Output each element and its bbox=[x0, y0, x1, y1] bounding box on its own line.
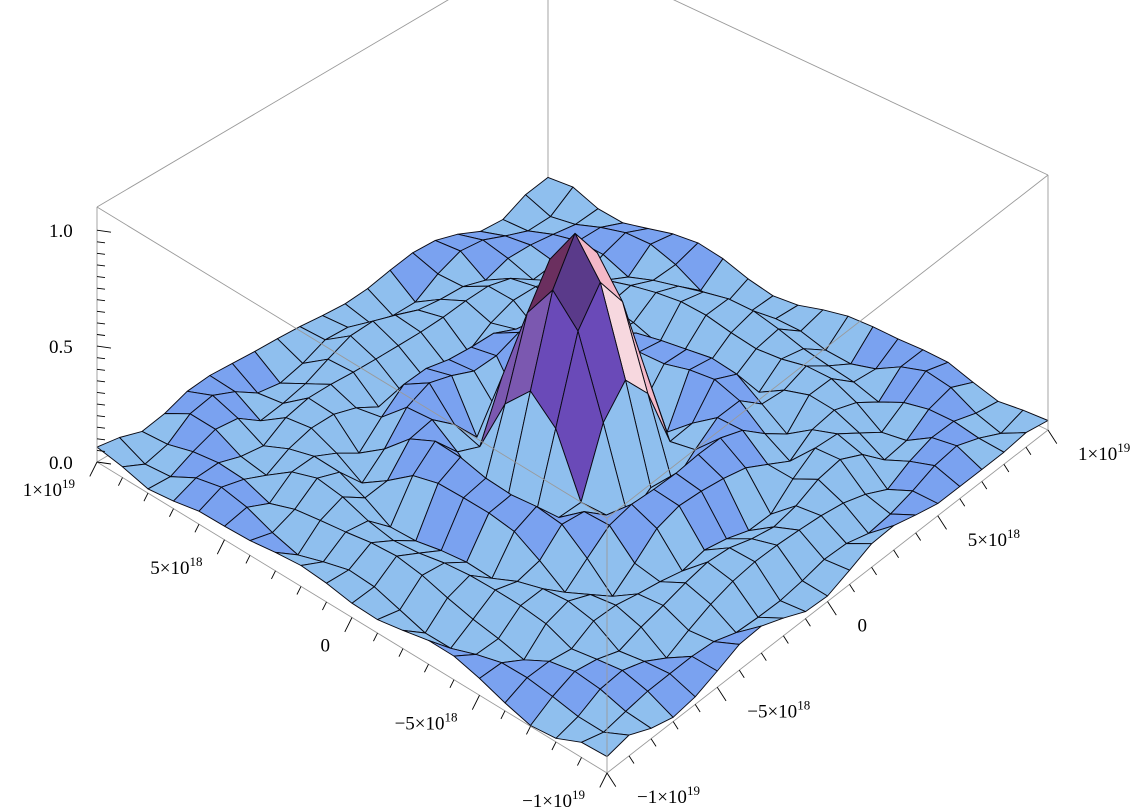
z-tick bbox=[96, 276, 106, 278]
left-axis-tick bbox=[118, 477, 123, 486]
right-axis-tick bbox=[1047, 429, 1058, 444]
right-axis-tick bbox=[606, 772, 617, 787]
right-axis-tick bbox=[783, 635, 789, 644]
left-axis-tick bbox=[577, 757, 582, 766]
z-tick-label: 0.5 bbox=[49, 337, 73, 358]
z-tick bbox=[96, 299, 106, 302]
left-axis-tick bbox=[526, 726, 531, 735]
box-front-edge bbox=[96, 206, 608, 519]
right-axis-tick-label: 5×1018 bbox=[968, 526, 1020, 551]
left-axis-tick bbox=[398, 648, 404, 657]
z-tick bbox=[96, 229, 112, 233]
left-axis-tick bbox=[449, 679, 455, 689]
z-tick bbox=[96, 322, 106, 325]
left-axis-tick bbox=[471, 695, 480, 710]
box-back-edge bbox=[673, 0, 1049, 176]
left-axis-tick bbox=[500, 710, 506, 720]
left-axis-tick bbox=[169, 508, 174, 517]
z-tick bbox=[96, 345, 112, 349]
left-axis-tick-label: 0 bbox=[321, 636, 331, 657]
right-axis-tick bbox=[871, 566, 877, 576]
left-axis-tick-label: −1×1019 bbox=[522, 787, 585, 807]
right-axis-tick bbox=[915, 532, 922, 541]
left-axis-tick bbox=[296, 586, 302, 595]
box-front-edge bbox=[606, 174, 1049, 519]
right-axis-tick bbox=[716, 687, 727, 702]
z-tick bbox=[96, 380, 106, 383]
right-axis-tick bbox=[849, 584, 855, 593]
left-axis-tick-label: 1×1019 bbox=[23, 476, 75, 501]
z-tick bbox=[96, 287, 106, 290]
left-axis-tick bbox=[245, 555, 251, 564]
left-axis-tick bbox=[194, 523, 200, 533]
z-tick-label: 0.0 bbox=[49, 453, 73, 474]
right-axis-tick-label: 0 bbox=[858, 616, 868, 637]
z-tick bbox=[96, 252, 106, 255]
z-tick bbox=[96, 368, 106, 371]
left-axis-tick bbox=[271, 570, 276, 580]
box-back-edge bbox=[96, 0, 449, 208]
axis-tick-labels: 0.0 0.5 1.0 1×1019 5×1018 0 −5×1018 −1×1019 1×10… bbox=[23, 221, 1130, 807]
left-axis-tick bbox=[89, 461, 98, 477]
z-tick bbox=[96, 334, 106, 336]
left-axis-tick bbox=[143, 492, 149, 502]
z-tick bbox=[96, 438, 106, 441]
left-axis-tick bbox=[373, 632, 378, 642]
right-axis-tick-label: −1×1019 bbox=[637, 783, 700, 807]
left-axis-tick bbox=[344, 617, 353, 633]
z-tick bbox=[96, 426, 106, 429]
z-tick bbox=[96, 449, 106, 452]
right-axis-tick bbox=[738, 669, 745, 678]
left-axis-tick bbox=[424, 663, 429, 673]
right-axis-tick bbox=[760, 652, 767, 661]
right-axis-tick bbox=[805, 618, 811, 627]
right-axis-tick bbox=[694, 704, 701, 713]
z-tick bbox=[96, 461, 112, 465]
right-axis-tick-label: −5×1018 bbox=[747, 697, 810, 722]
z-tick bbox=[96, 415, 106, 418]
z-tick-label: 1.0 bbox=[49, 221, 73, 242]
left-axis-tick bbox=[551, 741, 557, 751]
z-tick bbox=[96, 310, 106, 313]
left-axis-tick bbox=[599, 772, 608, 788]
left-axis-tick bbox=[216, 539, 225, 555]
right-axis-tick bbox=[959, 498, 966, 507]
right-axis-tick bbox=[650, 738, 657, 747]
surface-mesh bbox=[96, 176, 1049, 758]
left-axis-tick-label: −5×1018 bbox=[395, 709, 458, 734]
right-axis-tick bbox=[628, 755, 635, 764]
right-axis-tick-label: 1×1019 bbox=[1078, 440, 1130, 465]
right-axis-tick bbox=[1025, 446, 1032, 456]
z-tick bbox=[96, 392, 106, 394]
right-axis-tick bbox=[1003, 464, 1010, 473]
z-tick bbox=[96, 264, 106, 267]
left-axis-tick bbox=[322, 601, 327, 611]
right-axis-tick bbox=[827, 601, 837, 616]
z-tick bbox=[96, 241, 106, 244]
right-axis-tick bbox=[893, 549, 899, 558]
right-axis-tick bbox=[672, 721, 679, 730]
z-tick bbox=[96, 403, 106, 406]
z-tick bbox=[96, 357, 106, 360]
right-axis-tick bbox=[937, 515, 947, 530]
axis-ticks bbox=[89, 229, 1058, 788]
right-axis-tick bbox=[981, 481, 988, 490]
left-axis-tick-label: 5×1018 bbox=[150, 554, 202, 579]
surface-patch bbox=[581, 731, 630, 758]
